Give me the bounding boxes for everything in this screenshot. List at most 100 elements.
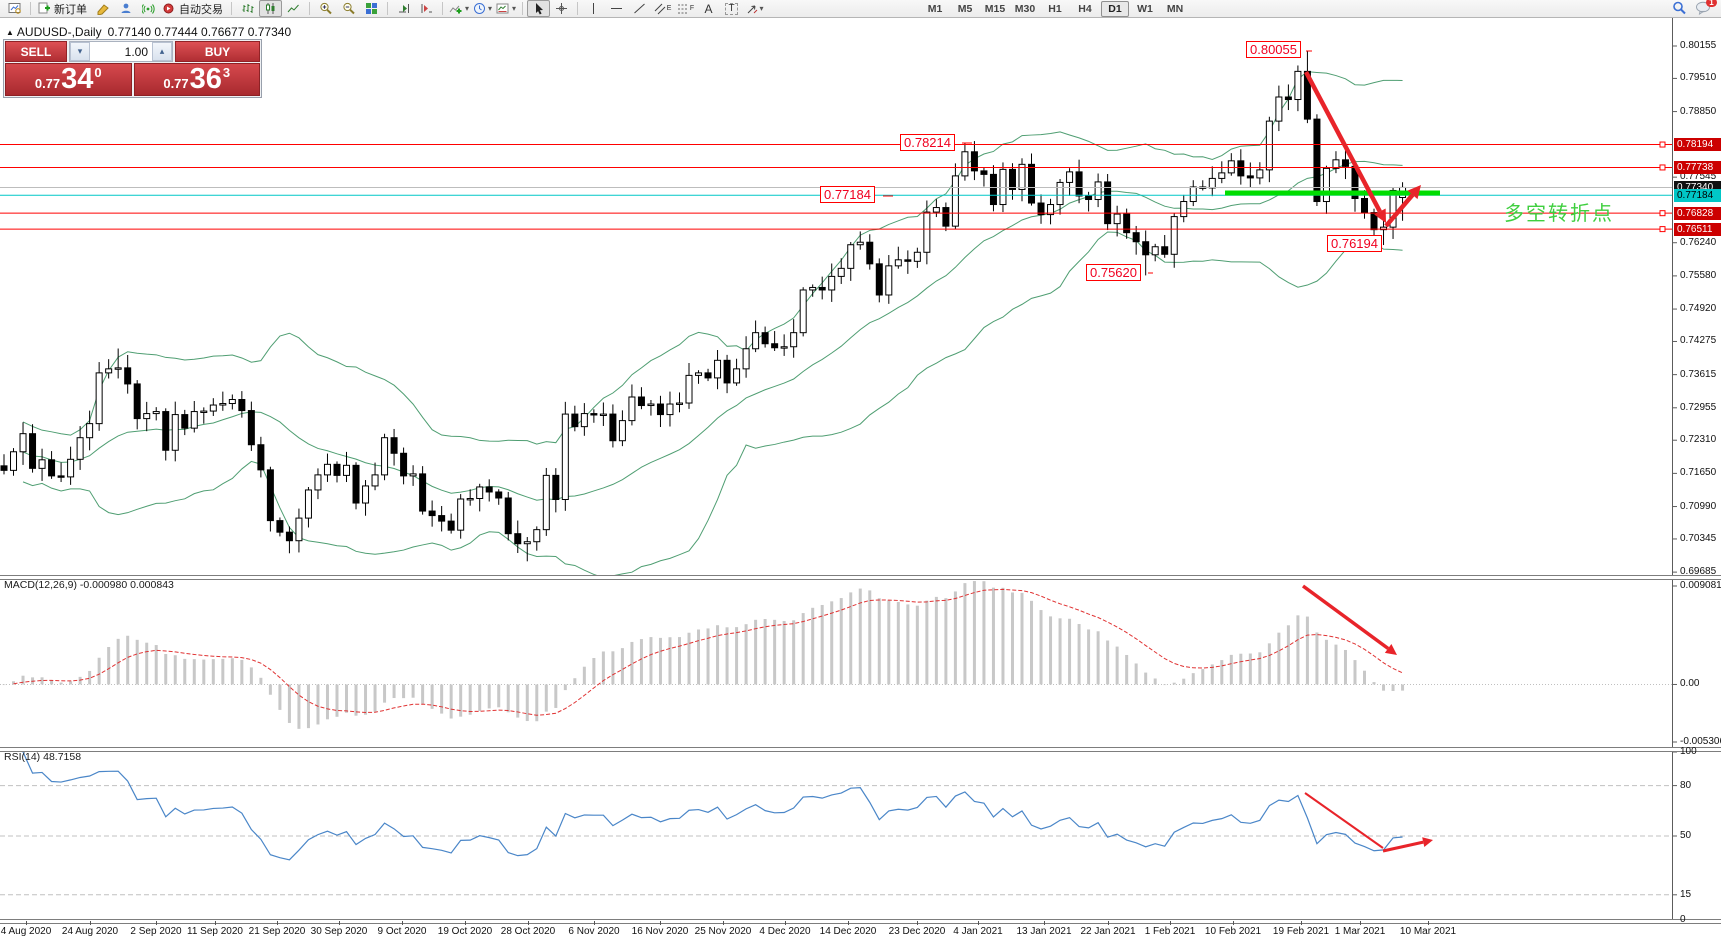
timeframe-button-m5[interactable]: M5 (957, 3, 973, 15)
sell-price-display[interactable]: 0.77 34 0 (5, 63, 132, 96)
date-tick (339, 921, 340, 925)
indicators-icon (449, 5, 462, 14)
profile-button[interactable] (114, 0, 137, 17)
rsi-title: RSI(14) (4, 751, 41, 763)
main-toolbar: 新订单 自动交易 (0, 0, 1721, 18)
sell-price-big: 34 (61, 63, 94, 95)
volume-decrease-button[interactable]: ▾ (70, 42, 90, 61)
rsi-axis-label: 15 (1680, 888, 1692, 900)
date-label: 4 Aug 2020 (0, 926, 52, 937)
timeframe-button-d1[interactable]: D1 (1101, 1, 1129, 17)
date-label: 28 Oct 2020 (500, 926, 556, 937)
vertical-line-tool-button[interactable] (582, 0, 605, 17)
macd-title: MACD(12,26,9) (4, 579, 77, 591)
new-order-button[interactable]: 新订单 (35, 0, 91, 17)
timeframe-button-mn[interactable]: MN (1166, 3, 1184, 15)
price-annotation-box[interactable]: 0.75620 (1086, 264, 1141, 281)
autotrading-label: 自动交易 (179, 3, 223, 16)
date-tick (528, 921, 529, 925)
timeframe-button-w1[interactable]: W1 (1137, 3, 1153, 15)
notifications-button[interactable]: 1 (1695, 0, 1717, 20)
trend-arrows[interactable] (883, 50, 1421, 274)
dropdown-arrow-icon: ▾ (512, 4, 517, 13)
price-scale-border (1672, 18, 1673, 922)
timeframe-button-h1[interactable]: H1 (1048, 3, 1062, 15)
buy-price-prefix: 0.77 (163, 76, 189, 91)
date-label: 10 Mar 2021 (1399, 926, 1457, 937)
trendline-tool-button[interactable] (628, 0, 651, 17)
timeframe-button-m30[interactable]: M30 (1014, 3, 1036, 15)
price-annotation-box[interactable]: 0.77184 (820, 186, 875, 203)
chart-shift-button[interactable] (415, 0, 438, 17)
price-annotation-box[interactable]: 0.80055 (1246, 41, 1301, 58)
chart-window-button[interactable] (3, 0, 26, 17)
arrows-tool-button[interactable]: ▾ (743, 0, 766, 17)
chart-canvas[interactable] (0, 18, 1721, 941)
price-annotation-box[interactable]: 0.78214 (900, 134, 955, 151)
timeframe-button-m15[interactable]: M15 (984, 3, 1006, 15)
crosshair-tool-button[interactable] (550, 0, 573, 17)
horizontal-line-tool-button[interactable] (605, 0, 628, 17)
panel-separator[interactable] (0, 747, 1721, 752)
sell-button[interactable]: SELL (5, 41, 67, 62)
chart-area: ▲ AUDUSD-,Daily 0.77140 0.77444 0.76677 0.… (0, 18, 1721, 941)
text-tool-button[interactable]: A (697, 0, 720, 17)
volume-increase-button[interactable]: ▴ (152, 42, 172, 61)
periods-button[interactable]: ▾ (471, 0, 494, 17)
sell-price-prefix: 0.77 (34, 76, 61, 91)
timeframe-button-m1[interactable]: M1 (927, 3, 943, 15)
date-label: 4 Jan 2021 (953, 926, 1003, 937)
date-label: 6 Nov 2020 (568, 926, 620, 937)
bar-chart-icon (242, 4, 254, 13)
templates-button[interactable]: ▾ (494, 0, 518, 17)
price-axis-label: 0.71650 (1680, 467, 1717, 479)
price-annotation-box[interactable]: 0.76194 (1327, 235, 1382, 252)
buy-button[interactable]: BUY (175, 41, 260, 62)
candles (0, 51, 1407, 562)
date-tick (1360, 921, 1361, 925)
price-axis-label: 0.77545 (1680, 171, 1717, 183)
auto-scroll-icon (399, 4, 409, 13)
auto-scroll-button[interactable] (392, 0, 415, 17)
dropdown-arrow-icon: ▾ (465, 4, 470, 13)
date-label: 13 Jan 2021 (1016, 926, 1072, 937)
equidistant-channel-tool-button[interactable]: E (651, 0, 674, 17)
search-button[interactable] (1672, 1, 1687, 20)
cursor-tool-button[interactable] (527, 0, 551, 17)
clock-icon (474, 3, 486, 14)
tile-windows-button[interactable] (360, 0, 383, 17)
date-label: 25 Nov 2020 (694, 926, 752, 937)
arrows-tool-icon (747, 5, 757, 14)
rsi-axis-label: 100 (1680, 746, 1697, 757)
timeframe-button-h4[interactable]: H4 (1078, 3, 1092, 15)
buy-price-display[interactable]: 0.77 36 3 (133, 63, 260, 96)
price-badge: 0.76828 (1674, 206, 1721, 220)
zoom-in-button[interactable] (314, 0, 337, 17)
macd-panel (0, 581, 1672, 729)
date-label: 30 Sep 2020 (310, 926, 368, 937)
date-label: 14 Dec 2020 (819, 926, 877, 937)
chart-annotation-text[interactable]: 多空转折点 (1504, 203, 1614, 225)
rsi-axis-label: 0 (1680, 914, 1686, 925)
autotrading-button[interactable]: 自动交易 (160, 0, 227, 17)
chart-window-icon (8, 3, 21, 14)
date-tick (277, 921, 278, 925)
bar-chart-button[interactable] (236, 0, 259, 17)
text-tool-glyph: A (704, 1, 713, 16)
text-label-tool-button[interactable]: T (720, 0, 743, 17)
toolbar-separator (577, 2, 579, 15)
volume-input[interactable]: 1.00 (124, 44, 148, 59)
signal-icon (141, 4, 155, 14)
zoom-out-button[interactable] (337, 0, 360, 17)
timeframe-toolbar: M1 M5 M15 M30 H1 H4 D1 W1 MN (920, 1, 1190, 17)
highlighter-button[interactable] (91, 0, 114, 17)
panel-separator[interactable] (0, 575, 1721, 580)
line-chart-button[interactable] (282, 0, 305, 17)
fibonacci-tool-button[interactable]: F (674, 0, 697, 17)
signal-button[interactable] (137, 0, 160, 17)
candlestick-chart-button[interactable] (259, 0, 282, 17)
date-tick (848, 921, 849, 925)
price-badge: 0.77738 (1674, 160, 1721, 174)
indicators-button[interactable]: ▾ (447, 0, 471, 17)
